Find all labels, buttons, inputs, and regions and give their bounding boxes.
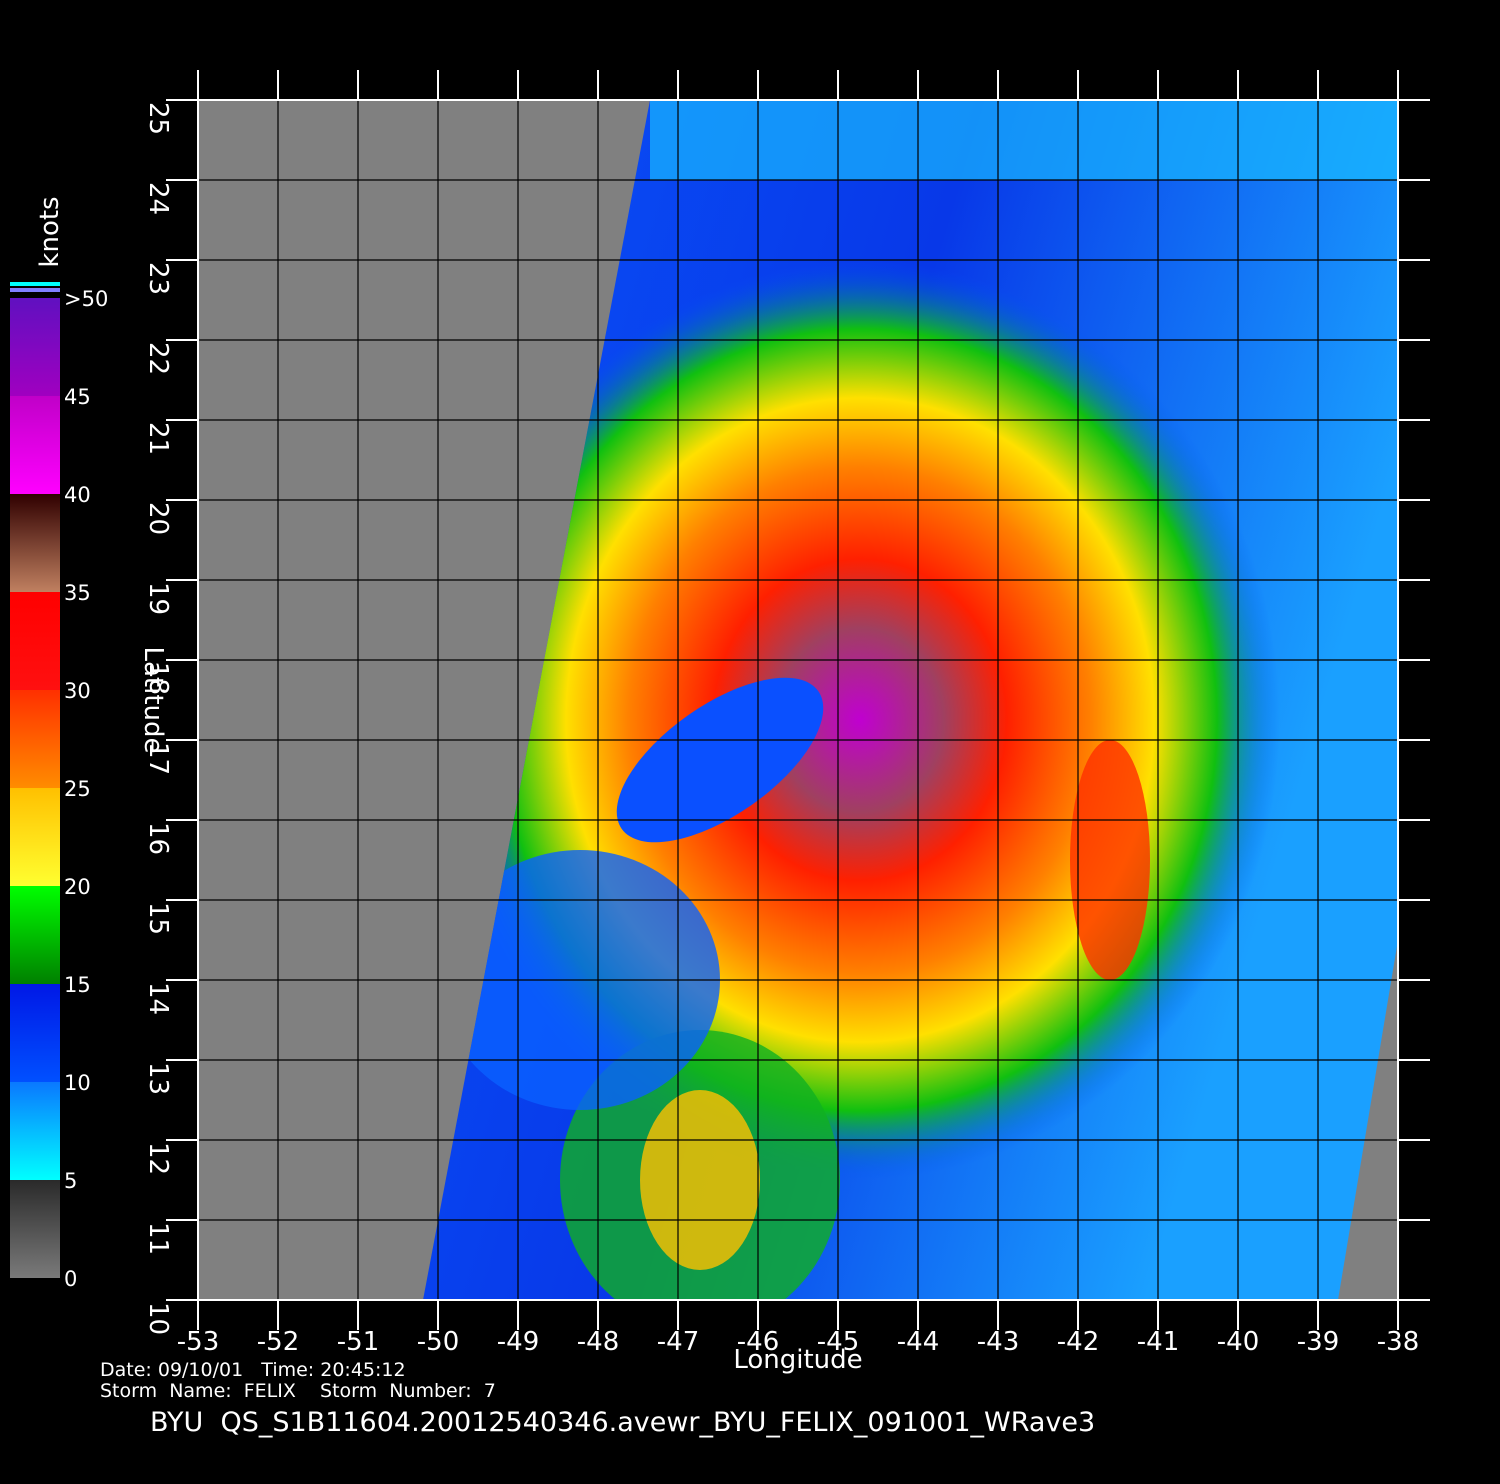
y-tick-label: 16 — [143, 822, 173, 855]
y-tick-label: 12 — [143, 1142, 173, 1175]
info-line: Date: 09/10/01 Time: 20:45:12 — [100, 1359, 406, 1381]
y-tick-label: 24 — [143, 182, 173, 215]
y-tick-label: 23 — [143, 262, 173, 295]
y-tick-label: 25 — [143, 102, 173, 135]
y-tick-label: 18 — [143, 662, 173, 695]
colorbar-label: knots — [35, 196, 65, 267]
x-tick-label: -39 — [1297, 1327, 1339, 1357]
y-tick-label: 10 — [143, 1302, 173, 1335]
colorbar-tick-label: 35 — [64, 581, 91, 605]
x-tick-label: -48 — [577, 1327, 619, 1357]
colorbar-tick-label: 5 — [64, 1169, 77, 1193]
colorbar-cap — [10, 288, 60, 292]
map-title: BYU QS_S1B11604.20012540346.avewr_BYU_FE… — [150, 1407, 1095, 1438]
y-tick-label: 15 — [143, 902, 173, 935]
colorbar-tick-label: 40 — [64, 483, 91, 507]
x-tick-label: -47 — [657, 1327, 699, 1357]
x-tick-label: -51 — [337, 1327, 379, 1357]
y-tick-label: 20 — [143, 502, 173, 535]
plot-frame — [197, 99, 1399, 1301]
x-tick-label: -49 — [497, 1327, 539, 1357]
y-tick-label: 22 — [143, 342, 173, 375]
colorbar-cap — [10, 282, 60, 286]
x-tick-label: -46 — [737, 1327, 779, 1357]
colorbar-tick-label: 25 — [64, 777, 91, 801]
x-tick-label: -45 — [817, 1327, 859, 1357]
colorbar — [10, 298, 60, 1278]
colorbar-tick-label: 10 — [64, 1071, 91, 1095]
info-line: Storm Name: FELIX Storm Number: 7 — [100, 1380, 496, 1402]
grid — [197, 99, 1399, 1301]
x-tick-label: -50 — [417, 1327, 459, 1357]
y-tick-label: 21 — [143, 422, 173, 455]
y-tick-label: 11 — [143, 1222, 173, 1255]
colorbar-tick-label: >50 — [64, 287, 108, 311]
x-tick-label: -43 — [977, 1327, 1019, 1357]
x-axis-label: Longitude — [733, 1345, 862, 1375]
colorbar-tick-label: 45 — [64, 385, 91, 409]
colorbar-tick-label: 20 — [64, 875, 91, 899]
colorbar-tick-label: 0 — [64, 1267, 77, 1291]
x-tick-label: -42 — [1057, 1327, 1099, 1357]
x-tick-label: -40 — [1217, 1327, 1259, 1357]
x-tick-label: -41 — [1137, 1327, 1179, 1357]
colorbar-tick-label: 15 — [64, 973, 91, 997]
x-tick-label: -44 — [897, 1327, 939, 1357]
y-axis-label: Latitude — [138, 646, 168, 753]
y-tick-label: 19 — [143, 582, 173, 615]
y-tick-label: 14 — [143, 982, 173, 1015]
colorbar-tick-label: 30 — [64, 679, 91, 703]
x-tick-label: -52 — [257, 1327, 299, 1357]
x-tick-label: -53 — [177, 1327, 219, 1357]
x-tick-label: -38 — [1377, 1327, 1419, 1357]
y-tick-label: 17 — [143, 742, 173, 775]
y-tick-label: 13 — [143, 1062, 173, 1095]
